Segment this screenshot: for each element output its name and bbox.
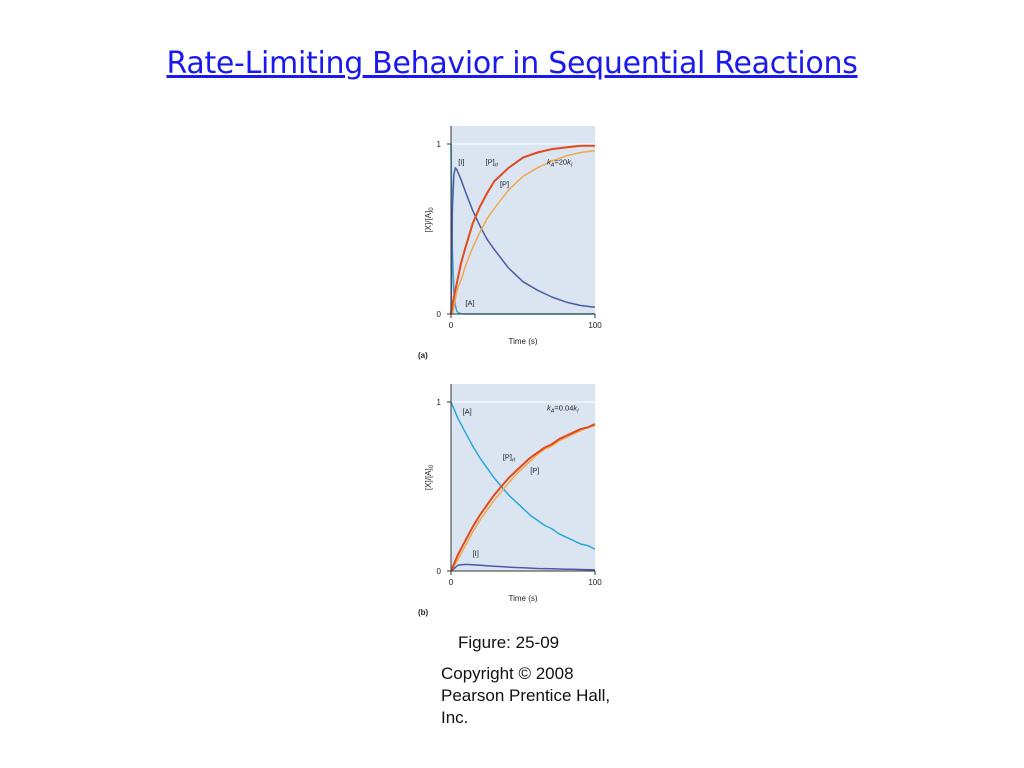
x-tick-label: 100 — [588, 578, 602, 587]
series-label-prl: [P]rl — [486, 157, 499, 168]
x-axis-label: Time (s) — [508, 594, 537, 603]
series-line-a — [450, 401, 596, 550]
series-line-prl — [450, 144, 595, 315]
y-axis-label: [X]/[A]0 — [424, 464, 435, 490]
series-line-p — [451, 150, 596, 315]
y-axis-label: [X]/[A]0 — [424, 207, 435, 233]
figure-label: Figure: 25-09 — [458, 633, 560, 652]
series-label-p: [P] — [500, 180, 509, 189]
slide-title-link[interactable]: Rate-Limiting Behavior in Sequential Rea… — [166, 46, 858, 81]
series-label-a: [A] — [463, 407, 472, 416]
series-line-i — [450, 563, 596, 572]
series-line-prl — [450, 423, 596, 572]
series-label-prl: [P]rl — [503, 452, 516, 463]
rate-constant-annotation: kA=20kI — [547, 157, 573, 168]
x-tick-label: 100 — [588, 321, 602, 330]
y-tick-label: 0 — [437, 310, 442, 319]
panel-label: (a) — [418, 351, 428, 360]
series-line-p — [450, 424, 596, 572]
panel-label: (b) — [418, 608, 429, 617]
series-label-a: [A] — [465, 299, 474, 308]
series-line-i — [450, 167, 596, 315]
series-label-p: [P] — [530, 466, 539, 475]
y-tick-label: 1 — [437, 140, 442, 149]
rate-constant-annotation: kA=0.04kI — [547, 403, 579, 414]
y-tick-label: 1 — [437, 398, 442, 407]
copyright-notice: Copyright © 2008 Pearson Prentice Hall, … — [441, 664, 611, 727]
x-tick-label: 0 — [449, 578, 454, 587]
y-tick-label: 0 — [437, 567, 442, 576]
panel-a: 0 1 0 100 Time (s) [X]/[A]0 [A] [I] [P] [P]rl kA=2… — [418, 126, 602, 360]
x-tick-label: 0 — [449, 321, 454, 330]
figure-caption: Figure: 25-09 Copyright © 2008 Pearson P… — [441, 632, 611, 729]
series-label-i: [I] — [473, 549, 479, 558]
figure-25-09: 0 1 0 100 Time (s) [X]/[A]0 [A] [I] [P] [P]rl kA=2… — [410, 118, 610, 628]
series-label-i: [I] — [458, 157, 464, 166]
panel-b: 0 1 0 100 Time (s) [X]/[A]0 [A] [I] [P] [P]rl kA=0… — [418, 384, 602, 617]
x-axis-label: Time (s) — [508, 337, 537, 346]
